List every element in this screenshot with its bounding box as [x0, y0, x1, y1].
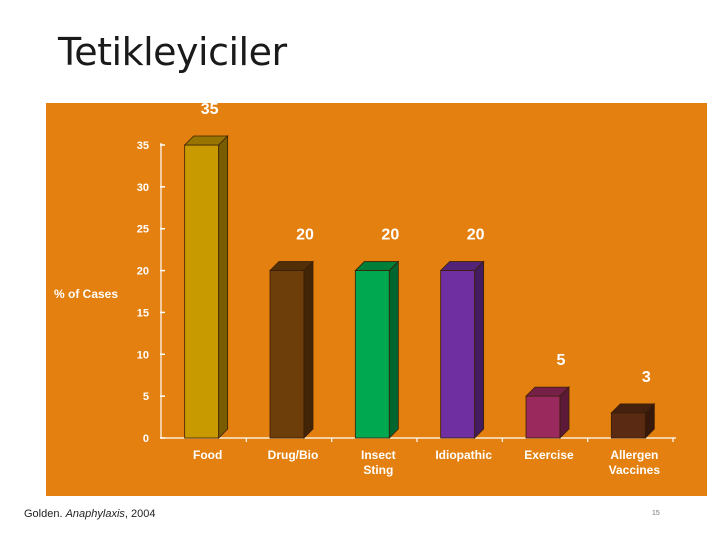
x-tick-label: Insect Sting: [361, 448, 396, 477]
citation: Golden. Anaphylaxis, 2004: [24, 508, 156, 520]
bar: [525, 386, 570, 439]
bar-side: [644, 402, 655, 439]
data-label: 20: [467, 227, 485, 244]
y-tick-label: 35: [137, 140, 149, 152]
bar: [354, 260, 400, 439]
x-tick-label: Food: [193, 448, 222, 462]
bar-front: [269, 270, 305, 439]
bar-front: [184, 144, 220, 439]
y-tick-label: 5: [143, 391, 149, 403]
y-tick-label: 0: [143, 433, 149, 445]
bar-side: [559, 386, 570, 439]
citation-author: Golden.: [24, 508, 66, 520]
data-label: 20: [381, 227, 399, 244]
data-label: 20: [296, 227, 314, 244]
bar-side: [474, 260, 485, 439]
bar-front: [440, 270, 476, 439]
bar-front: [610, 412, 646, 439]
x-tick-label: Drug/Bio: [268, 448, 319, 462]
bar: [610, 402, 656, 439]
y-tick-label: 30: [137, 182, 149, 194]
citation-year: , 2004: [124, 508, 156, 520]
y-tick-label: 20: [137, 266, 149, 278]
y-axis-label: % of Cases: [54, 287, 118, 301]
data-label: 35: [201, 103, 219, 118]
x-tick-label: Exercise: [524, 448, 574, 462]
data-label: 3: [642, 369, 651, 386]
bar-side: [218, 135, 229, 439]
bar-side: [303, 260, 314, 439]
bar: [439, 260, 485, 439]
bar: [269, 260, 314, 439]
bar-front: [354, 270, 390, 439]
x-tick-label: Allergen Vaccines: [609, 448, 661, 477]
slide-title: Tetikleyiciler: [58, 30, 287, 74]
bar: [183, 135, 229, 439]
data-label: 5: [557, 352, 566, 369]
bar-side: [388, 260, 399, 439]
x-tick-label: Idiopathic: [435, 448, 492, 462]
y-tick-label: 25: [137, 224, 149, 236]
citation-journal: Anaphylaxis: [65, 508, 125, 520]
chart-area: 0 5 10 15 20 25 30 35% of Cases 35 Food 20 Drug/Bio…: [46, 103, 707, 496]
page-number: 15: [652, 510, 660, 517]
y-tick-label: 10: [137, 349, 149, 361]
bar-front: [525, 395, 561, 439]
y-tick-label: 15: [137, 307, 149, 319]
